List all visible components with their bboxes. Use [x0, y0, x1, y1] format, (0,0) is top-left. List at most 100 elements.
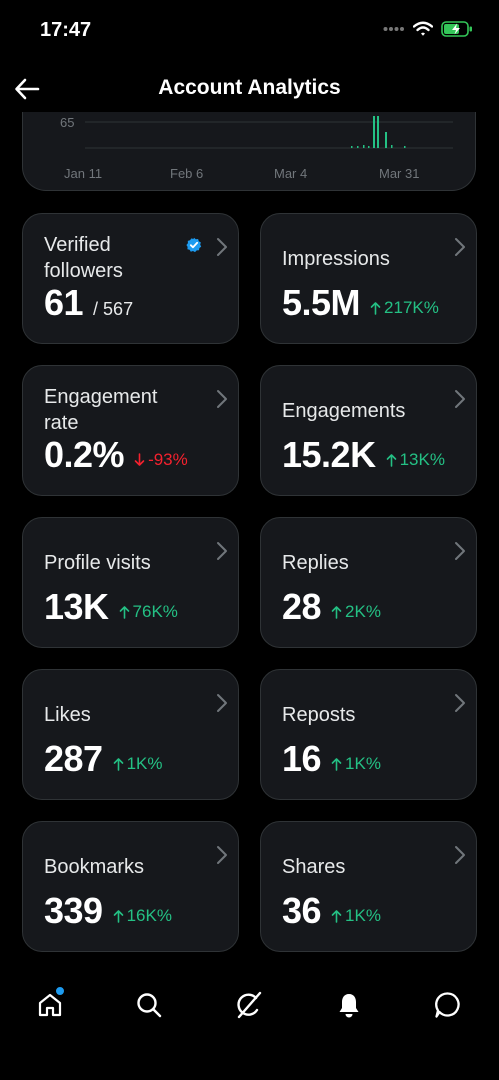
chart-plot: 65 Jan 11 Feb 6 Mar 4 Mar 31: [60, 115, 453, 181]
metric-card-shares[interactable]: Shares 36 1K%: [260, 821, 477, 952]
metric-value: 5.5M: [282, 282, 361, 323]
x-tick-label: Jan 11: [64, 166, 102, 181]
arrow-up-icon: [331, 910, 342, 923]
chevron-right-icon: [217, 846, 227, 864]
bell-icon: [339, 994, 359, 1018]
metric-value-row: 339 16K%: [44, 890, 172, 932]
metric-delta: 16K%: [113, 906, 172, 926]
metric-delta-value: 16K%: [126, 906, 172, 925]
metric-delta-value: 1K%: [126, 754, 163, 773]
metric-value-row: 28 2K%: [282, 586, 381, 628]
metric-delta: 1K%: [113, 754, 163, 774]
back-button[interactable]: [12, 74, 42, 104]
grok-icon: [237, 991, 262, 1019]
metric-delta-value: 1K%: [345, 906, 381, 925]
chevron-right-icon: [455, 390, 465, 408]
metric-sub-value: / 567: [93, 299, 134, 319]
metric-card-impressions[interactable]: Impressions 5.5M 217K%: [260, 213, 477, 344]
chevron-right-icon: [455, 694, 465, 712]
metric-value-row: 5.5M 217K%: [282, 282, 439, 324]
metric-delta: 2K%: [331, 602, 381, 622]
chart-bar: [351, 146, 353, 148]
bottom-tab-bar: [0, 970, 499, 1040]
chevron-right-icon: [455, 846, 465, 864]
metric-card-bookmarks[interactable]: Bookmarks 339 16K%: [22, 821, 239, 952]
metric-delta-value: 13K%: [399, 450, 445, 469]
chevron-right-icon: [217, 390, 227, 408]
status-icons: [383, 21, 473, 37]
status-time: 17:47: [40, 19, 92, 41]
metric-value-row: 16 1K%: [282, 738, 381, 780]
metric-value: 36: [282, 890, 322, 931]
messages-icon: [435, 992, 460, 1018]
metric-delta-value: 2K%: [345, 602, 381, 621]
chart-bar: [404, 146, 406, 148]
metric-delta-value: 217K%: [384, 298, 439, 317]
tab-search[interactable]: [132, 988, 166, 1022]
metric-delta: 13K%: [386, 450, 445, 470]
metric-label: Verified followers: [44, 234, 123, 282]
metric-delta: 76K%: [119, 602, 178, 622]
arrow-up-icon: [331, 606, 342, 619]
metric-delta-value: 1K%: [345, 754, 381, 773]
metric-card-profile-visits[interactable]: Profile visits 13K 76K%: [22, 517, 239, 648]
tab-grok[interactable]: [232, 988, 266, 1022]
metric-card-reposts[interactable]: Reposts 16 1K%: [260, 669, 477, 800]
metric-value: 339: [44, 890, 103, 931]
tab-messages[interactable]: [431, 988, 465, 1022]
chevron-right-icon: [217, 238, 227, 256]
metric-label: Likes: [44, 704, 91, 726]
metric-value: 287: [44, 738, 103, 779]
battery-icon: [441, 21, 472, 37]
tab-notifications[interactable]: [332, 988, 366, 1022]
metric-card-replies[interactable]: Replies 28 2K%: [260, 517, 477, 648]
verified-badge-icon: [186, 237, 202, 253]
metric-value-row: 13K 76K%: [44, 586, 178, 628]
metric-card-engagements[interactable]: Engagements 15.2K 13K%: [260, 365, 477, 496]
tab-home[interactable]: [33, 986, 67, 1022]
chart-bar: [391, 145, 393, 148]
metric-value: 0.2%: [44, 434, 125, 475]
metric-label: Profile visits: [44, 552, 151, 574]
metric-label: Bookmarks: [44, 856, 145, 878]
metric-value-row: 61 / 567: [44, 282, 133, 324]
chart-bar: [377, 116, 379, 148]
metric-value-row: 287 1K%: [44, 738, 163, 780]
arrow-up-icon: [113, 758, 123, 771]
metric-card-likes[interactable]: Likes 287 1K%: [22, 669, 239, 800]
metric-label: Impressions: [282, 248, 390, 270]
notification-dot: [55, 986, 65, 996]
metric-delta: 1K%: [331, 754, 381, 774]
chart-bar: [373, 116, 375, 148]
metric-label: Shares: [282, 856, 346, 878]
metric-delta: -93%: [134, 450, 188, 470]
wifi-icon: [413, 21, 433, 36]
metric-label: Replies: [282, 552, 349, 574]
metric-delta-value: -93%: [148, 450, 188, 469]
metrics-grid: Verified followers 61 / 567 Impressions …: [22, 213, 477, 952]
metric-label: Engagements: [282, 400, 406, 422]
search-icon: [137, 993, 162, 1018]
signal-icon: [383, 27, 404, 31]
metric-delta: 1K%: [331, 906, 381, 926]
page-title: Account Analytics: [158, 76, 341, 99]
back-arrow-icon: [15, 78, 40, 100]
metric-value-row: 36 1K%: [282, 890, 381, 932]
header: Account Analytics: [0, 66, 499, 112]
arrow-down-icon: [134, 453, 145, 466]
chart-bar: [357, 146, 359, 148]
chevron-right-icon: [455, 238, 465, 256]
x-tick-label: Feb 6: [170, 166, 203, 181]
metric-label: Engagement rate: [44, 386, 158, 434]
chevron-right-icon: [217, 542, 227, 560]
metric-value-row: 0.2% -93%: [44, 434, 188, 476]
arrow-up-icon: [331, 758, 342, 771]
metric-value: 16: [282, 738, 322, 779]
metric-card-engagement-rate[interactable]: Engagement rate 0.2% -93%: [22, 365, 239, 496]
y-tick-label: 65: [60, 115, 74, 130]
x-tick-label: Mar 31: [379, 166, 419, 181]
metric-value-row: 15.2K 13K%: [282, 434, 445, 476]
metric-card-verified-followers[interactable]: Verified followers 61 / 567: [22, 213, 239, 344]
arrow-up-icon: [119, 606, 129, 619]
metric-delta: 217K%: [370, 298, 439, 318]
